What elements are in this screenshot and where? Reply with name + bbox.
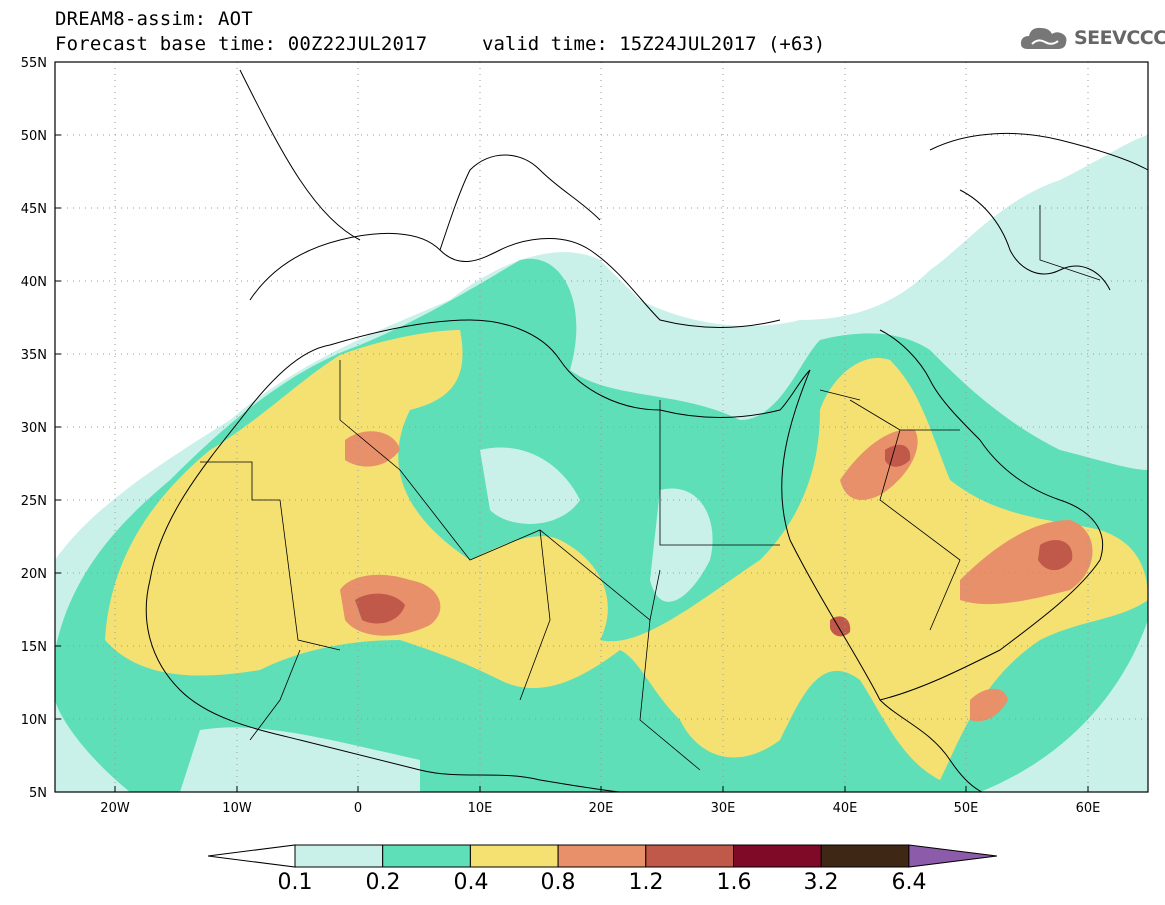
forecast-base-time: Forecast base time: 00Z22JUL2017 (55, 33, 428, 55)
colorbar (207, 844, 997, 868)
lon-label: 10E (468, 801, 493, 816)
lat-label: 15N (21, 640, 47, 655)
aot-band-0.8e (345, 431, 400, 467)
ticks (55, 134, 1089, 792)
lat-labels: 55N 50N 45N 40N 35N 30N 25N 20N 15N 10N … (21, 56, 47, 801)
valid-time: valid time: 15Z24JUL2017 (+63) (482, 33, 826, 55)
lat-label: 20N (21, 567, 47, 582)
colorbar-arrow-low (207, 844, 296, 868)
colorbar-swatch (645, 844, 734, 868)
colorbar-label: 0.8 (540, 870, 576, 895)
map-title: DREAM8-assim: AOT (55, 8, 253, 30)
lat-label: 10N (21, 713, 47, 728)
lon-label: 20E (589, 801, 614, 816)
lat-label: 30N (21, 421, 47, 436)
lon-label: 0 (354, 801, 362, 816)
cloud-icon (1020, 27, 1067, 49)
colorbar-label: 1.2 (628, 870, 664, 895)
lon-label: 10W (222, 801, 252, 816)
colorbar-swatch (294, 844, 384, 868)
aot-band-1.2c (1038, 540, 1073, 571)
lon-label: 30E (711, 801, 736, 816)
borders (200, 205, 1101, 771)
lat-label: 5N (29, 786, 47, 801)
colorbar-arrow-high (908, 844, 997, 868)
colorbar-label: 1.6 (716, 870, 752, 895)
colorbar-label: 3.2 (803, 870, 839, 895)
colorbar-label: 0.2 (365, 870, 401, 895)
lat-label: 45N (21, 202, 47, 217)
colorbar-swatch (469, 844, 559, 868)
lon-label: 20W (100, 801, 130, 816)
seevccc-logo: SEEVCCC (1018, 20, 1165, 56)
aot-patch-0.1 (480, 447, 580, 524)
colorbar-label: 0.4 (453, 870, 489, 895)
aot-patch-0.1c (180, 727, 420, 792)
lon-label: 50E (954, 801, 979, 816)
logo-text: SEEVCCC (1074, 27, 1165, 49)
lat-label: 25N (21, 494, 47, 509)
aot-band-1.2 (355, 593, 405, 624)
graticule (55, 62, 1148, 792)
colorbar-swatch (733, 844, 822, 868)
lon-labels: 20W 10W 0 10E 20E 30E 40E 50E 60E (100, 801, 1100, 816)
lat-label: 40N (21, 275, 47, 290)
colorbar-label: 6.4 (891, 870, 927, 895)
lon-label: 60E (1076, 801, 1101, 816)
aot-fields (55, 135, 1148, 792)
lon-label: 40E (833, 801, 858, 816)
colorbar-swatch (382, 844, 471, 868)
colorbar-swatch (557, 844, 647, 868)
colorbar-label: 0.1 (277, 870, 313, 895)
lat-label: 50N (21, 129, 47, 144)
coastlines (145, 69, 1148, 792)
aot-band-0.8d (970, 688, 1008, 722)
lat-label: 55N (21, 56, 47, 71)
lat-label: 35N (21, 348, 47, 363)
colorbar-swatch (820, 844, 910, 868)
